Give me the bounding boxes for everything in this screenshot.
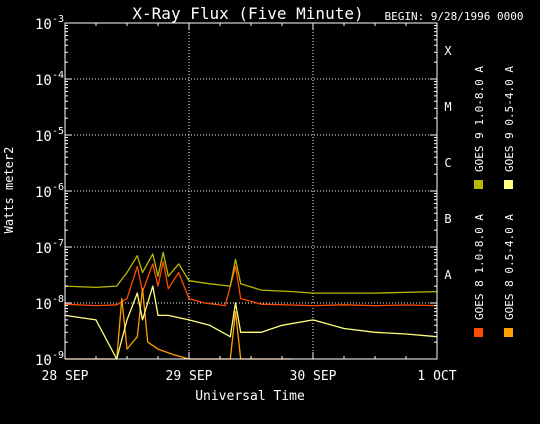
begin-label: BEGIN: 9/28/1996 0000 — [384, 10, 523, 23]
legend-label-4: GOES 9 0.5-4.0 A — [503, 66, 516, 172]
y-tick-labels: 10-310-410-510-610-710-810-9 — [35, 14, 64, 369]
series-line-1 — [64, 260, 438, 307]
y-tick-label: 10 -4 — [35, 70, 64, 89]
x-axis-label: Universal Time — [195, 389, 305, 404]
series-layer — [64, 251, 438, 360]
series-line-3 — [64, 251, 438, 294]
y-tick-exponent: -9 — [52, 350, 64, 361]
flare-class-c: C — [444, 156, 451, 170]
y-tick-exponent: -4 — [52, 70, 64, 81]
flare-class-a: A — [444, 268, 452, 282]
y-tick-label: 10 -8 — [35, 294, 64, 313]
legend: GOES 8 1.0-8.0 A GOES 8 0.5-4.0 A GOES 9 1… — [473, 66, 516, 337]
y-tick-exponent: -3 — [52, 14, 64, 25]
legend-label-2: GOES 8 0.5-4.0 A — [503, 214, 516, 320]
y-tick-base: 10 — [35, 297, 52, 313]
legend-swatch-3 — [474, 180, 483, 189]
x-tick-labels: 28 SEP 29 SEP 30 SEP 1 OCT — [42, 369, 457, 384]
flare-class-m: M — [444, 100, 451, 114]
x-tick-label: 30 SEP — [290, 369, 337, 384]
y-tick-label: 10 -6 — [35, 182, 64, 201]
y-tick-base: 10 — [35, 185, 52, 201]
y-tick-base: 10 — [35, 353, 52, 369]
y-tick-label: 10 -7 — [35, 238, 64, 257]
legend-label-1: GOES 8 1.0-8.0 A — [473, 214, 486, 320]
y-tick-base: 10 — [35, 73, 52, 89]
y-tick-base: 10 — [35, 241, 52, 257]
series-line-2 — [65, 288, 293, 360]
legend-label-3: GOES 9 1.0-8.0 A — [473, 66, 486, 172]
legend-swatch-2 — [504, 328, 513, 337]
axes — [64, 22, 438, 360]
y-tick-label: 10 -5 — [35, 126, 64, 145]
y-tick-label: 10 -3 — [35, 14, 64, 33]
y-tick-base: 10 — [35, 129, 52, 145]
legend-swatch-1 — [474, 328, 483, 337]
flare-class-x: X — [444, 44, 452, 58]
grid-lines — [65, 23, 437, 359]
series-line-4 — [64, 285, 438, 360]
y-tick-exponent: -5 — [52, 126, 64, 137]
flare-class-labels: X M C B A — [444, 44, 452, 282]
x-tick-label: 1 OCT — [417, 369, 456, 384]
y-tick-exponent: -8 — [52, 294, 64, 305]
x-tick-label: 29 SEP — [166, 369, 213, 384]
x-tick-label: 28 SEP — [42, 369, 89, 384]
flare-class-b: B — [444, 212, 451, 226]
y-axis-label: Watts meter2 — [2, 147, 16, 234]
y-tick-base: 10 — [35, 17, 52, 33]
y-tick-exponent: -7 — [52, 238, 64, 249]
chart-title: X-Ray Flux (Five Minute) — [132, 4, 363, 23]
y-tick-exponent: -6 — [52, 182, 64, 193]
legend-swatch-4 — [504, 180, 513, 189]
y-tick-label: 10 -9 — [35, 350, 64, 369]
